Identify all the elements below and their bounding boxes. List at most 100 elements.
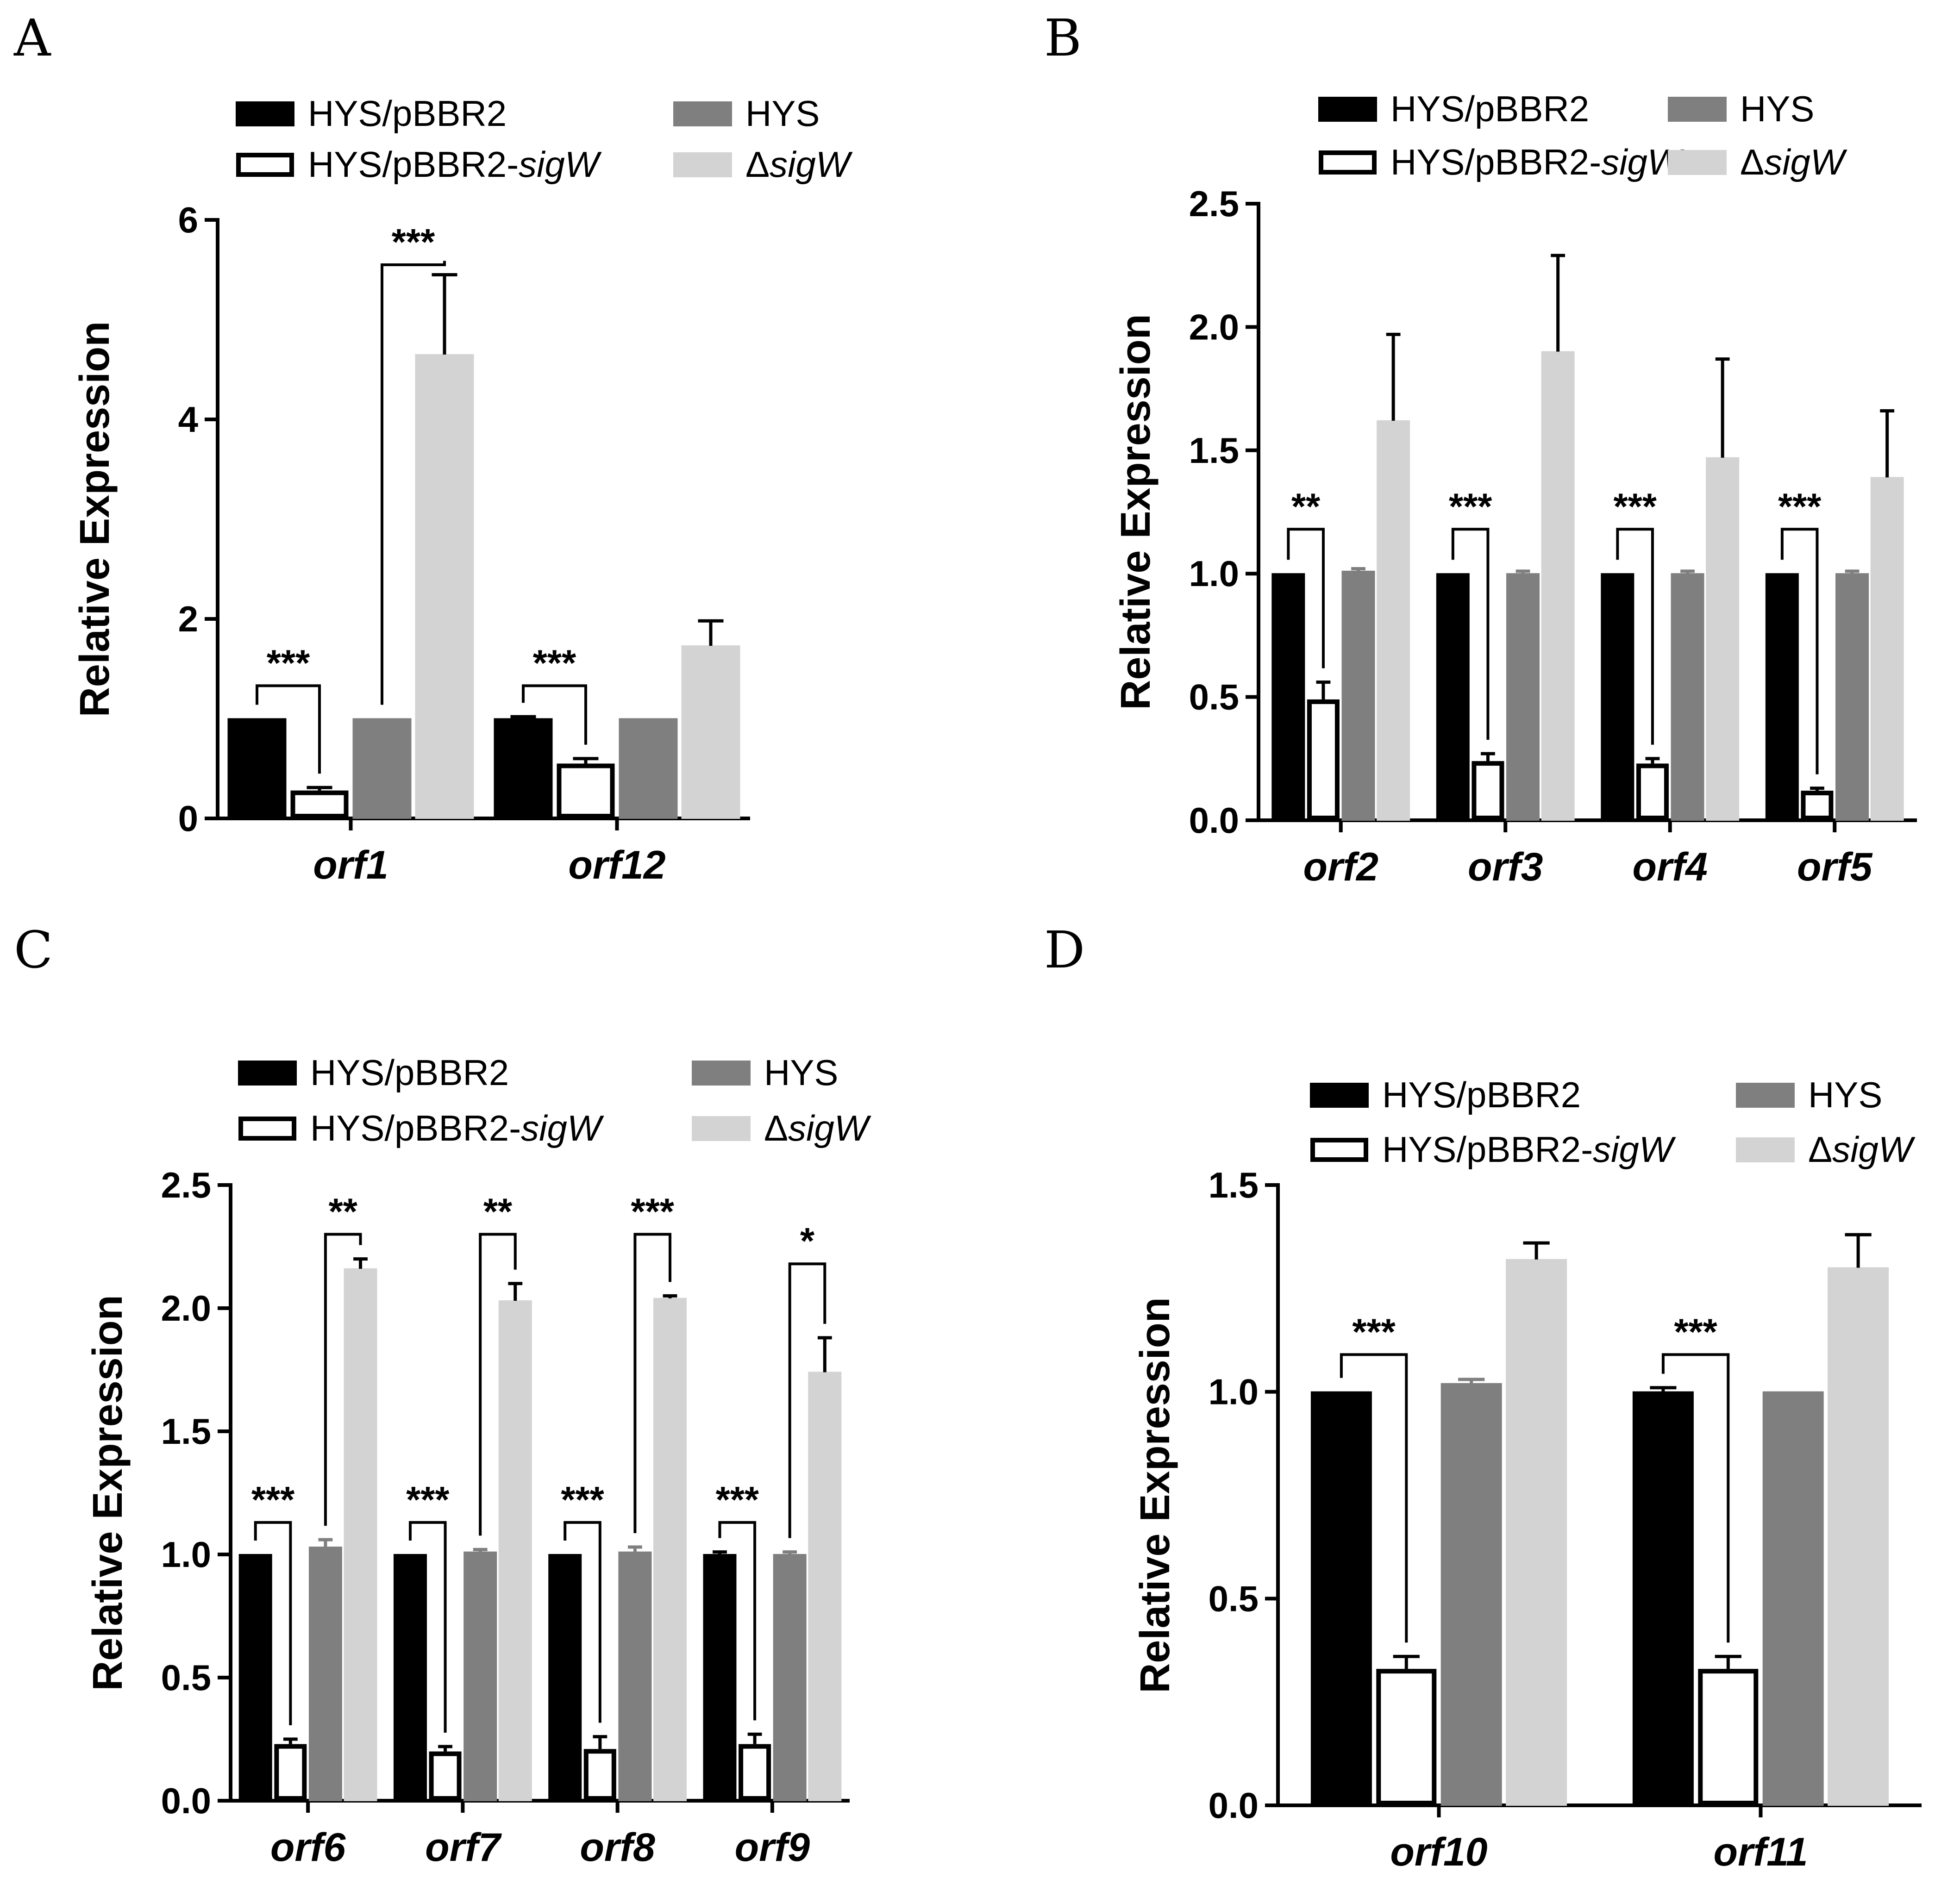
significance-bracket	[1451, 528, 1490, 740]
legend-label: ΔsigW	[745, 144, 853, 185]
legend-label-text: Δ	[1740, 142, 1764, 182]
y-tick-label: 1.5	[1209, 1165, 1259, 1205]
legend-swatch	[692, 1061, 751, 1086]
y-tick-label: 0.5	[1209, 1578, 1259, 1619]
y-tick-label: 0.0	[161, 1780, 211, 1821]
significance-label: ***	[631, 1191, 675, 1232]
significance-bracket	[479, 1233, 517, 1536]
panel-letter-a: A	[13, 8, 51, 68]
legend-label: HYS/pBBR2-sigW	[308, 144, 602, 185]
y-tick-label: 2	[178, 599, 198, 639]
significance-bracket	[1616, 528, 1654, 745]
bar	[463, 1551, 497, 1801]
bar	[1341, 570, 1375, 821]
legend-label-text: HYS/pBBR2	[310, 1052, 509, 1093]
bar	[1310, 1391, 1372, 1806]
significance-bracket	[256, 684, 321, 774]
y-tick-label: 4	[178, 399, 198, 440]
legend-label: HYS/pBBR2	[308, 93, 507, 134]
legend-swatch	[1668, 97, 1727, 122]
bar	[1632, 1391, 1694, 1806]
significance-label: **	[1291, 486, 1321, 527]
legend-label: ΔsigW	[1740, 142, 1847, 182]
significance-bracket	[1340, 1353, 1408, 1643]
legend-label: HYS	[1808, 1074, 1882, 1115]
bar	[1307, 699, 1340, 820]
significance-bracket	[324, 1233, 362, 1526]
legend-label-italic: sigW	[1593, 1129, 1676, 1170]
legend-label-text: HYS	[745, 93, 820, 134]
bar	[703, 1554, 737, 1801]
legend-label-text: HYS/pBBR2-	[308, 144, 519, 185]
legend-label: ΔsigW	[764, 1108, 871, 1148]
bar	[1835, 573, 1869, 821]
significance-label: ***	[1674, 1311, 1717, 1352]
bar	[773, 1554, 807, 1801]
legend-label: ΔsigW	[1808, 1129, 1916, 1170]
y-tick-label: 1.0	[161, 1534, 211, 1575]
bar	[352, 718, 412, 819]
significance-bracket	[1287, 528, 1325, 668]
bar	[498, 1300, 532, 1801]
y-tick-label: 2.5	[161, 1165, 211, 1205]
legend-label-italic: sigW	[521, 1108, 604, 1148]
legend-swatch	[236, 153, 294, 177]
legend-label: HYS/pBBR2	[1390, 88, 1589, 129]
legend-label-italic: sigW	[519, 144, 602, 185]
legend-label-italic: sigW	[788, 1108, 871, 1148]
significance-label: ***	[406, 1479, 450, 1520]
y-tick-label: 2.0	[1189, 306, 1239, 347]
bar	[344, 1268, 377, 1801]
bar	[415, 354, 474, 819]
legend-label-italic: sigW	[1764, 142, 1847, 182]
y-tick-label: 0.5	[1189, 677, 1239, 718]
bar	[557, 763, 615, 818]
panel-letter-d: D	[1044, 920, 1085, 980]
legend-label-text: HYS	[1740, 88, 1814, 129]
legend-swatch	[1319, 150, 1377, 175]
legend-label-text: Δ	[1808, 1129, 1832, 1170]
legend-label-text: Δ	[764, 1108, 788, 1148]
bar	[494, 718, 553, 819]
legend-label-text: Δ	[745, 144, 770, 185]
legend-label-text: HYS/pBBR2	[308, 93, 507, 134]
significance-bracket	[564, 1521, 601, 1723]
legend-swatch	[236, 101, 294, 126]
chart-panel-c: 0.0 0.5 1.0 1.5 2.0 2.5 Relative Expression orf…	[85, 1052, 871, 1870]
legend-swatch	[1736, 1137, 1795, 1162]
significance-bracket	[718, 1521, 757, 1721]
legend-label: HYS/pBBR2-sigW	[1382, 1129, 1676, 1170]
legend-swatch	[692, 1116, 751, 1141]
bar	[227, 718, 287, 819]
legend-swatch	[1310, 1083, 1369, 1108]
significance-bracket	[522, 684, 587, 745]
legend-swatch	[1310, 1138, 1368, 1162]
bar	[429, 1751, 462, 1801]
significance-label: **	[329, 1191, 358, 1232]
significance-label: ***	[392, 221, 435, 262]
chart-panel-a: 0 2 4 6 Relative Expression orf1 orf12 *** *** **…	[72, 93, 853, 887]
y-tick-label: 1.0	[1209, 1372, 1259, 1412]
x-category-label: orf9	[735, 1825, 810, 1870]
bar	[618, 1551, 652, 1801]
panel-letter-b: B	[1044, 8, 1082, 68]
x-category-label: orf12	[568, 843, 665, 887]
bar	[619, 718, 678, 819]
bar	[1870, 477, 1904, 821]
legend-swatch	[673, 152, 732, 177]
significance-label: ***	[716, 1479, 759, 1520]
legend-label-text: HYS/pBBR2	[1382, 1074, 1581, 1115]
x-category-label: orf11	[1714, 1830, 1808, 1874]
bar	[1698, 1669, 1759, 1805]
legend-label: HYS/pBBR2-sigW	[310, 1108, 604, 1148]
x-category-label: orf7	[425, 1825, 502, 1870]
x-category-label: orf2	[1303, 845, 1378, 889]
legend-label-italic: sigW	[1832, 1129, 1916, 1170]
bar	[653, 1298, 687, 1801]
bar	[739, 1744, 771, 1801]
legend-label: HYS	[764, 1052, 838, 1093]
bar	[308, 1547, 342, 1802]
significance-label: ***	[533, 642, 576, 683]
legend-swatch	[238, 1117, 296, 1141]
legend-swatch	[1736, 1083, 1795, 1108]
